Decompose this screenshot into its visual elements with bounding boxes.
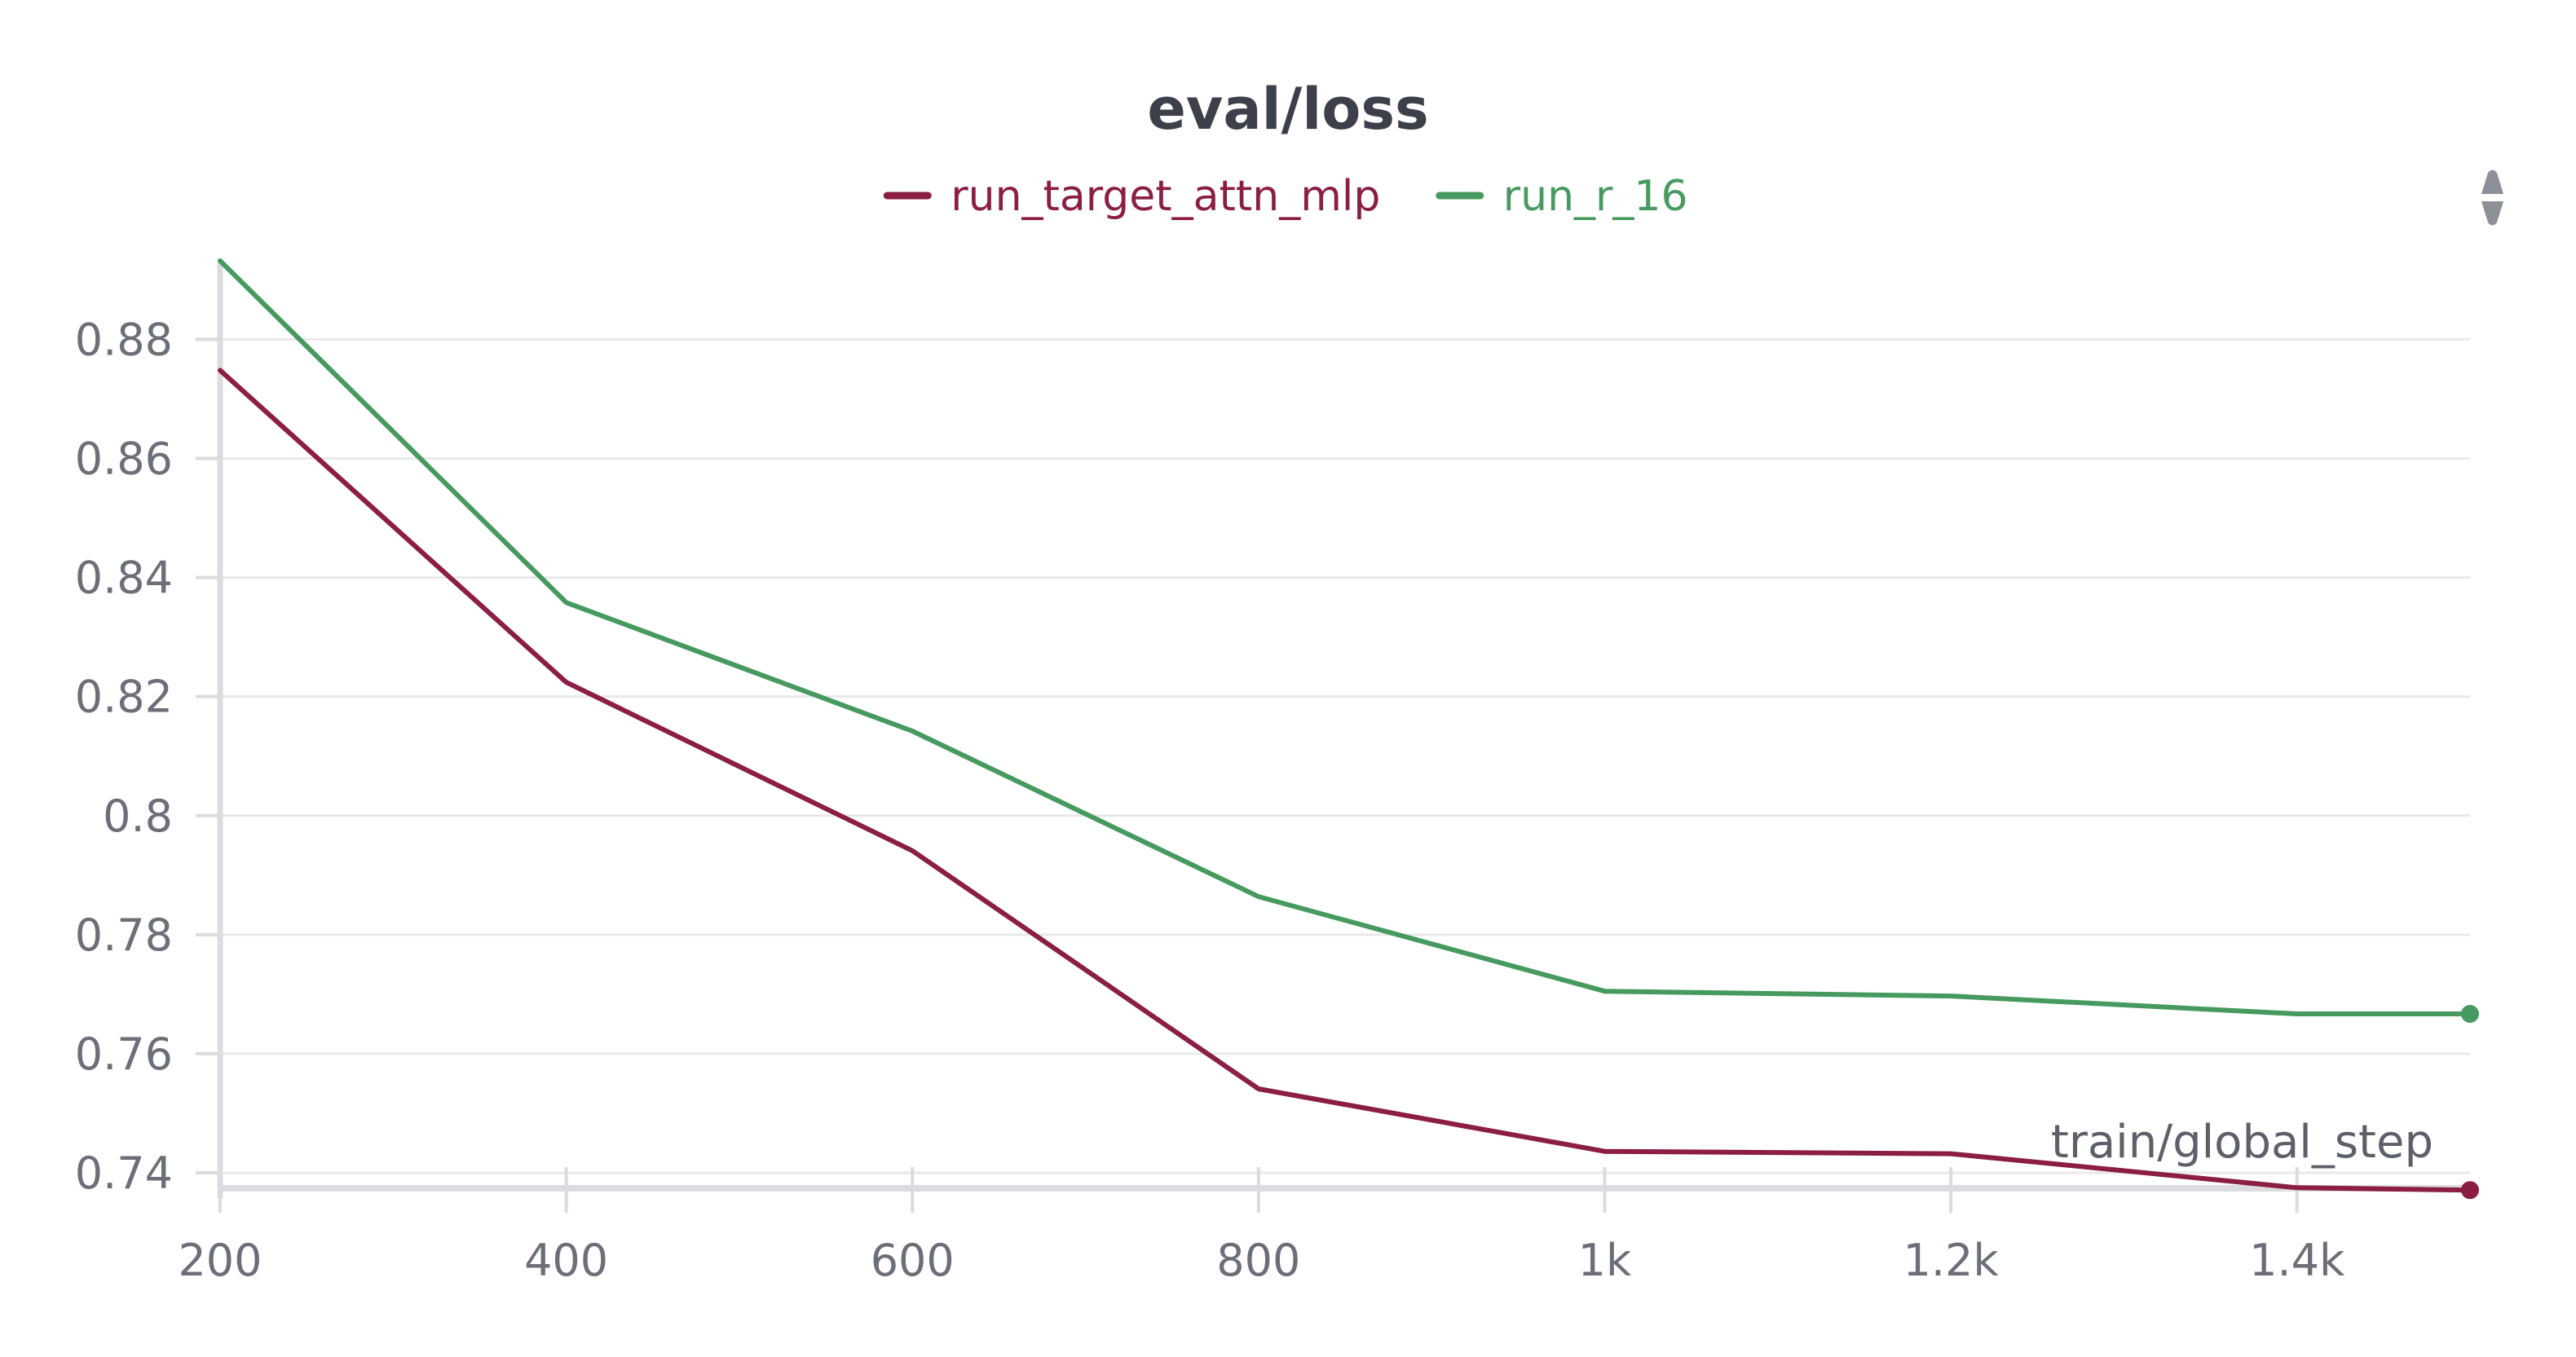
x-axis-label: train/global_step — [2051, 1116, 2433, 1169]
y-tick-label: 0.84 — [75, 553, 173, 604]
y-tick-label: 0.86 — [75, 434, 173, 485]
legend: run_target_attn_mlp run_r_16 — [883, 172, 1688, 221]
x-axis-ticks: 200 400 600 800 1k 1.2k 1.4k — [178, 1167, 2345, 1286]
y-tick-label: 0.74 — [75, 1148, 173, 1199]
y-tick-label: 0.8 — [103, 791, 173, 842]
x-tick-label: 1k — [1578, 1235, 1632, 1286]
legend-label: run_target_attn_mlp — [951, 172, 1380, 221]
series-end-point-run_r_16[interactable] — [2461, 1004, 2479, 1023]
x-tick-label: 200 — [178, 1235, 262, 1286]
series-line-run_target_attn_mlp[interactable] — [218, 368, 2472, 1193]
chart-title: eval/loss — [1147, 76, 1428, 143]
y-tick-label: 0.78 — [75, 910, 173, 961]
grid-lines — [220, 337, 2470, 1174]
series-line-run_r_16[interactable] — [218, 258, 2472, 1016]
x-tick-label: 600 — [871, 1235, 955, 1286]
x-tick-label: 400 — [524, 1235, 608, 1286]
series-end-point-run_target_attn_mlp[interactable] — [2461, 1181, 2479, 1200]
y-axis-ticks: 0.74 0.76 0.78 0.8 0.82 0.84 0.86 0.88 — [75, 314, 220, 1199]
drag-handle-icon[interactable] — [2481, 170, 2503, 226]
axes — [217, 261, 2470, 1198]
x-tick-label: 1.4k — [2249, 1235, 2345, 1286]
legend-item-run_r_16[interactable]: run_r_16 — [1436, 172, 1688, 221]
x-tick-label: 800 — [1216, 1235, 1300, 1286]
y-tick-label: 0.76 — [75, 1029, 173, 1080]
series-lines — [218, 258, 2479, 1200]
y-tick-label: 0.88 — [75, 314, 173, 365]
legend-label: run_r_16 — [1503, 172, 1688, 221]
legend-item-run_target_attn_mlp[interactable]: run_target_attn_mlp — [883, 172, 1380, 221]
x-tick-label: 1.2k — [1903, 1235, 1999, 1286]
y-tick-label: 0.82 — [75, 672, 173, 723]
